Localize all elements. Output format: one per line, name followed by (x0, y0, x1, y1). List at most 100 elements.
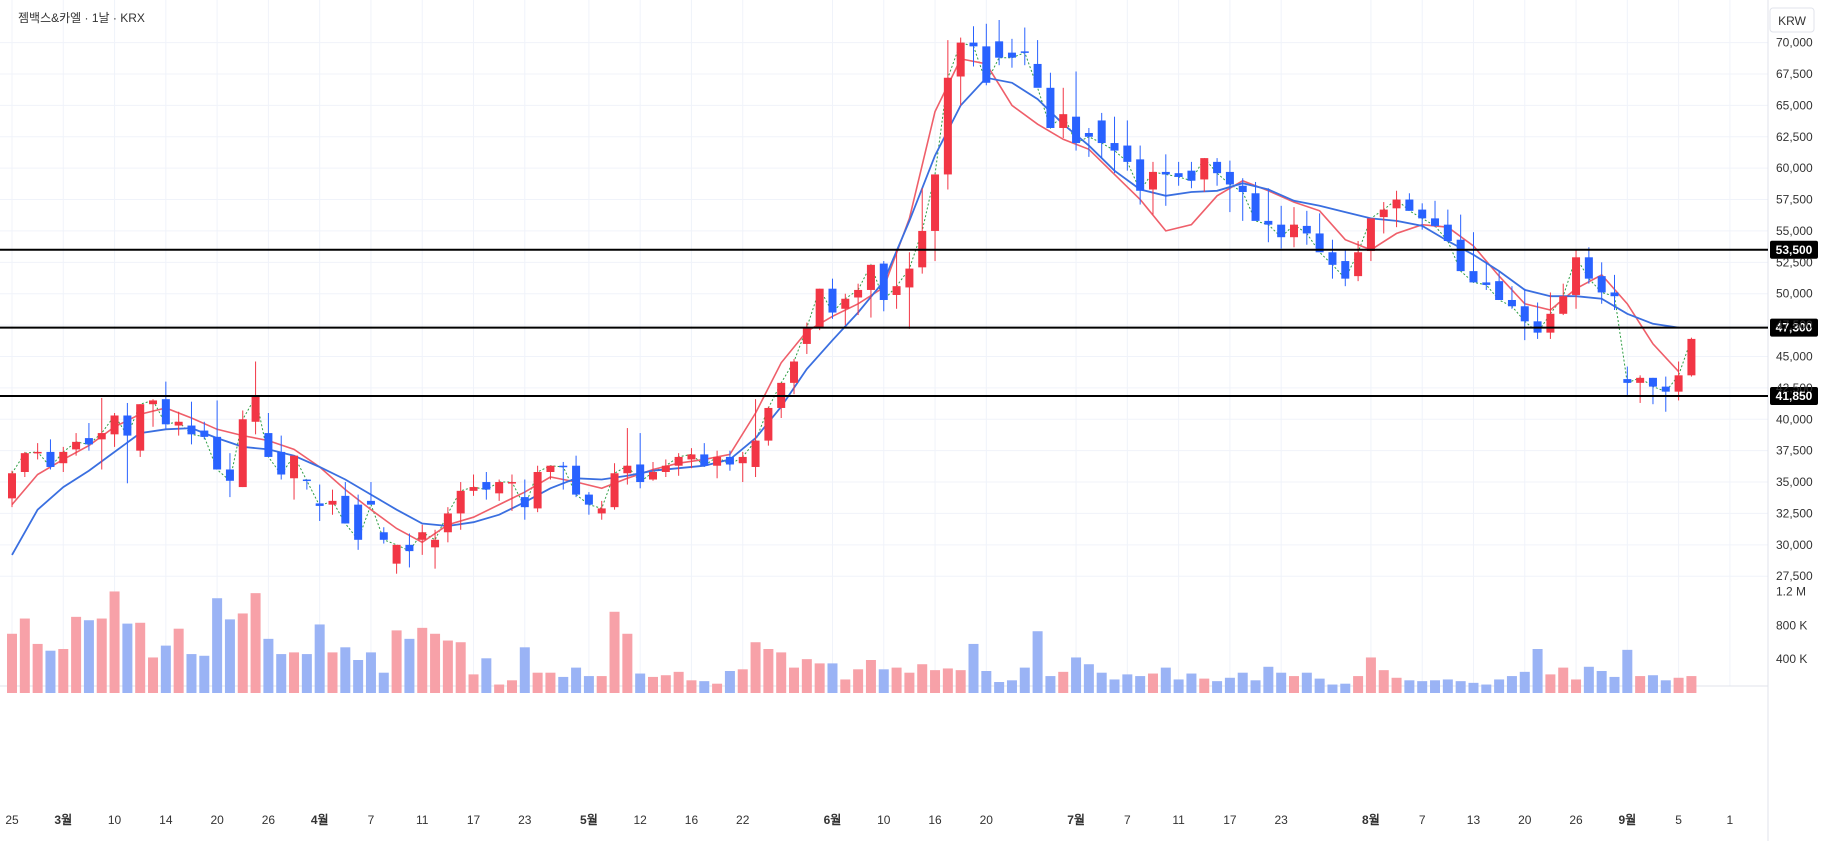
price-axis[interactable]: 70,000 67,500 65,000 62,500 60,000 57,500 55,0… (1776, 36, 1813, 584)
candle-body (610, 473, 619, 508)
currency-badge[interactable] (1769, 7, 1815, 33)
candle-body (1251, 193, 1260, 221)
candle-body (738, 456, 747, 464)
volume-bar (1186, 673, 1197, 693)
candle-body (1020, 51, 1029, 53)
candle-body (649, 472, 657, 480)
candle-body (110, 415, 119, 435)
candle-body (277, 451, 286, 475)
volume-bar (968, 643, 979, 693)
horizontal-levels[interactable]: 53,500 47,300 41,850 (0, 240, 1818, 406)
moving-average-line (11, 76, 1679, 556)
candle-body (1187, 170, 1196, 181)
candle-body (302, 479, 311, 482)
volume-bar (1468, 682, 1479, 693)
volume-bar (289, 652, 300, 693)
candle-body (1405, 199, 1414, 211)
volume-bar (686, 680, 697, 693)
volume-bar (1006, 680, 1017, 693)
candle-body (469, 487, 478, 491)
volume-bar (1199, 678, 1210, 693)
candle-body (1123, 145, 1132, 162)
volume-bar (1353, 676, 1364, 693)
candle-body (507, 482, 516, 484)
level-price-label: 41,850 (1776, 389, 1813, 403)
candle-body (1520, 306, 1529, 322)
candle-body (1354, 252, 1363, 277)
candle-body (700, 454, 709, 466)
candle-body (200, 430, 209, 437)
candle-body (1341, 261, 1350, 279)
volume-bar (263, 638, 274, 693)
candle-body (1059, 114, 1068, 128)
volume-bar (506, 680, 517, 693)
volume-bar (942, 668, 953, 693)
price-tick-label: 50,000 (1776, 287, 1813, 301)
volume-bar (1686, 676, 1697, 693)
volume-bar (789, 667, 800, 693)
volume-bar (1365, 657, 1376, 693)
candle-body (33, 451, 42, 454)
volume-bar (353, 660, 364, 693)
volume-bar (994, 682, 1005, 693)
candle-body (418, 532, 427, 540)
volume-bar (840, 679, 851, 693)
candle-body (174, 421, 183, 426)
price-tick-label: 62,500 (1776, 130, 1813, 144)
price-candles (8, 20, 1696, 574)
candle-body (72, 441, 81, 450)
candle-body (790, 361, 799, 383)
candle-body (674, 456, 683, 466)
candle-body (636, 464, 645, 483)
volume-bar (1532, 649, 1543, 693)
candle-body (1469, 271, 1478, 283)
volume-bar (1660, 680, 1671, 693)
volume-axis: 1.2 M 800 K 400 K (1776, 584, 1807, 666)
volume-bar (45, 650, 56, 693)
volume-bar (1289, 676, 1299, 693)
time-tick-label: 7 (1419, 813, 1426, 827)
candle-body (1302, 225, 1311, 234)
candle-body (546, 465, 555, 472)
time-tick-label: 10 (108, 813, 122, 827)
volume-bar (724, 671, 735, 693)
time-axis[interactable]: 25 3월 10 14 20 26 4월 7 11 17 23 5월 12 16 22 6월 10 16 20 7월 7… (5, 812, 1733, 827)
candle-body (1687, 338, 1696, 376)
candle-body (597, 508, 606, 514)
candle-body (97, 433, 106, 440)
volume-bar (7, 633, 17, 693)
volume-bar (1173, 679, 1184, 693)
time-tick-label: 9월 (1618, 812, 1636, 827)
volume-bar (1622, 649, 1633, 693)
volume-bar (917, 664, 928, 693)
volume-bar (481, 658, 492, 693)
volume-bar (1673, 677, 1684, 693)
price-tick-label: 27,500 (1776, 569, 1813, 583)
volume-bar (32, 643, 43, 693)
volume-bar (1224, 677, 1235, 693)
candle-body (431, 539, 440, 548)
volume-bar (212, 598, 223, 693)
volume-bar (1096, 672, 1107, 693)
volume-bar (1494, 679, 1505, 693)
volume-bar (660, 675, 671, 693)
level-price-label: 47,300 (1776, 321, 1813, 335)
candle-body (392, 544, 401, 564)
time-tick-label: 16 (928, 813, 942, 827)
volume-bar (1455, 681, 1466, 693)
candle-body (905, 268, 914, 288)
volume-bar (1276, 672, 1287, 693)
volume-bar (981, 671, 992, 693)
volume-bar (224, 619, 235, 693)
candle-body (764, 407, 773, 441)
time-tick-label: 16 (685, 813, 699, 827)
candle-body (1507, 299, 1516, 307)
candle-body (1559, 296, 1568, 314)
candle-body (405, 544, 414, 552)
candle-body (341, 495, 350, 524)
volume-bar (1301, 672, 1312, 693)
time-tick-label: 26 (262, 813, 276, 827)
candle-body (123, 415, 132, 436)
volume-bar (712, 683, 723, 693)
